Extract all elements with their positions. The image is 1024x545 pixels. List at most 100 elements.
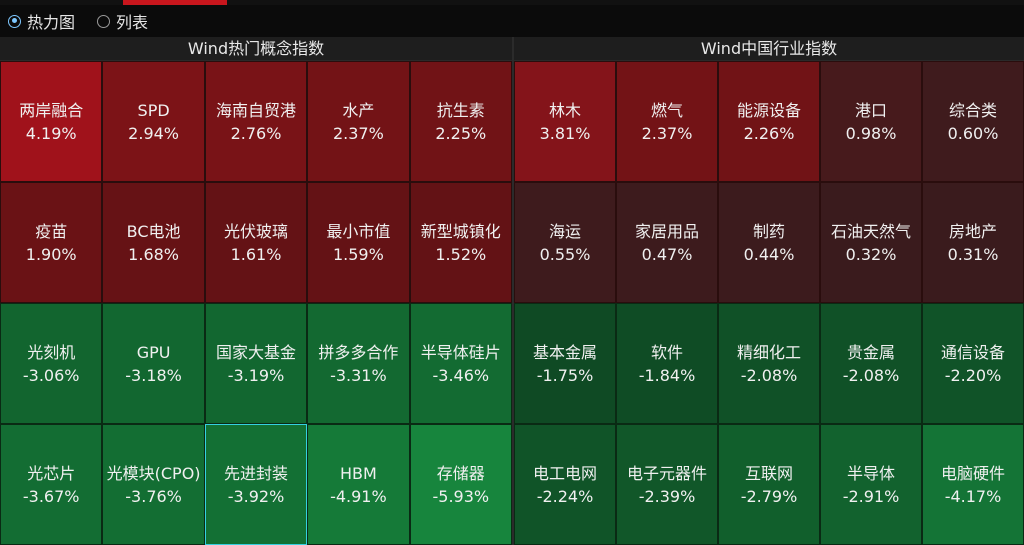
cell-name: 林木 <box>548 100 581 120</box>
view-option-label: 列表 <box>116 13 149 32</box>
panel-title: Wind中国行业指数 <box>514 37 1024 61</box>
heatmap-cell[interactable]: 精细化工 -2.08% <box>718 303 820 424</box>
heatmap-cell[interactable]: 港口 0.98% <box>820 61 922 182</box>
cell-change-pct: 3.81% <box>539 123 591 143</box>
cell-name: 互联网 <box>744 463 793 483</box>
panel-divider <box>512 37 514 545</box>
cell-name: 贵金属 <box>846 342 895 362</box>
heatmap-cell[interactable]: 光芯片 -3.67% <box>0 424 103 545</box>
heatmap-cell[interactable]: 房地产 0.31% <box>922 182 1024 303</box>
cell-change-pct: 4.19% <box>25 123 77 143</box>
cell-change-pct: 1.61% <box>230 244 282 264</box>
heatmap-cell[interactable]: GPU -3.18% <box>102 303 205 424</box>
cell-name: 光刻机 <box>27 342 76 362</box>
cell-name: 半导体 <box>846 463 895 483</box>
heatmap-cell[interactable]: BC电池 1.68% <box>102 182 205 303</box>
view-option-heatmap[interactable]: 热力图 <box>8 9 75 33</box>
cell-change-pct: -2.20% <box>944 365 1002 385</box>
cell-change-pct: 2.25% <box>435 123 487 143</box>
cell-change-pct: -2.08% <box>740 365 798 385</box>
heatmap-cell[interactable]: 水产 2.37% <box>307 61 410 182</box>
heatmap-cell[interactable]: 石油天然气 0.32% <box>820 182 922 303</box>
cell-change-pct: -5.93% <box>432 486 490 506</box>
radio-checked-icon[interactable] <box>8 14 21 28</box>
cell-name: 光伏玻璃 <box>223 221 288 241</box>
heatmap-cell[interactable]: 电脑硬件 -4.17% <box>922 424 1024 545</box>
cell-name: 电子元器件 <box>626 463 707 483</box>
heatmap-cell[interactable]: 海运 0.55% <box>514 182 616 303</box>
cell-name: 能源设备 <box>736 100 801 120</box>
heatmap-cell[interactable]: HBM -4.91% <box>307 424 410 545</box>
heatmap-cell[interactable]: 综合类 0.60% <box>922 61 1024 182</box>
cell-change-pct: 0.44% <box>743 244 795 264</box>
cell-change-pct: 2.26% <box>743 123 795 143</box>
cell-name: 国家大基金 <box>215 342 296 362</box>
heatmap-cell[interactable]: 林木 3.81% <box>514 61 616 182</box>
heatmap-cell[interactable]: 光模块(CPO) -3.76% <box>102 424 205 545</box>
cell-name: 抗生素 <box>436 100 485 120</box>
cell-name: BC电池 <box>126 221 181 241</box>
heatmap-cell[interactable]: 国家大基金 -3.19% <box>204 303 308 424</box>
cell-change-pct: -3.67% <box>22 486 80 506</box>
cell-change-pct: -3.19% <box>227 365 285 385</box>
heatmap-grid: 林木 3.81% 燃气 2.37% 能源设备 2.26% 港口 0.98% 综合类 0.60% 海运… <box>514 61 1024 545</box>
heatmap-cell[interactable]: 两岸融合 4.19% <box>0 61 103 182</box>
heatmap-cell[interactable]: 通信设备 -2.20% <box>922 303 1024 424</box>
heatmap-cell[interactable]: 拼多多合作 -3.31% <box>307 303 410 424</box>
heatmap-cell[interactable]: 贵金属 -2.08% <box>820 303 922 424</box>
heatmap-cell[interactable]: 燃气 2.37% <box>616 61 718 182</box>
top-tab-strip <box>0 0 1024 5</box>
heatmap-cell[interactable]: 海南自贸港 2.76% <box>204 61 308 182</box>
cell-change-pct: 2.37% <box>332 123 384 143</box>
heatmap-cell[interactable]: 最小市值 1.59% <box>307 182 410 303</box>
cell-name: 存储器 <box>436 463 485 483</box>
cell-name: 半导体硅片 <box>420 342 501 362</box>
view-option-list[interactable]: 列表 <box>97 9 148 33</box>
heatmap-cell[interactable]: 电子元器件 -2.39% <box>616 424 718 545</box>
heatmap-cell[interactable]: 制药 0.44% <box>718 182 820 303</box>
cell-change-pct: 0.47% <box>641 244 693 264</box>
cell-change-pct: 2.94% <box>128 123 179 143</box>
cell-name: 基本金属 <box>532 342 597 362</box>
cell-change-pct: -1.75% <box>536 365 594 385</box>
cell-change-pct: 1.90% <box>25 244 77 264</box>
heatmap-cell[interactable]: 半导体 -2.91% <box>820 424 922 545</box>
heatmap-cell[interactable]: 基本金属 -1.75% <box>514 303 616 424</box>
view-toggle-bar: 热力图 列表 <box>0 5 1024 37</box>
cell-change-pct: -3.06% <box>22 365 80 385</box>
heatmap-cell[interactable]: SPD 2.94% <box>102 61 205 182</box>
heatmap-cell[interactable]: 半导体硅片 -3.46% <box>409 303 512 424</box>
active-tab-indicator <box>123 0 227 5</box>
heatmap-cell[interactable]: 家居用品 0.47% <box>616 182 718 303</box>
heatmap-cell[interactable]: 抗生素 2.25% <box>409 61 512 182</box>
heatmap-cell[interactable]: 疫苗 1.90% <box>0 182 103 303</box>
heatmap-cell[interactable]: 光伏玻璃 1.61% <box>204 182 308 303</box>
cell-name: 光芯片 <box>27 463 76 483</box>
heatmap-cell[interactable]: 电工电网 -2.24% <box>514 424 616 545</box>
heatmap-cell[interactable]: 能源设备 2.26% <box>718 61 820 182</box>
heatmap-cell[interactable]: 存储器 -5.93% <box>409 424 512 545</box>
cell-name: 房地产 <box>948 221 997 241</box>
heatmap-cell[interactable]: 互联网 -2.79% <box>718 424 820 545</box>
cell-name: 通信设备 <box>940 342 1005 362</box>
heatmap-cell[interactable]: 光刻机 -3.06% <box>0 303 103 424</box>
cell-change-pct: 1.52% <box>435 244 487 264</box>
heatmap-cell[interactable]: 新型城镇化 1.52% <box>409 182 512 303</box>
heatmap-panel-concept: Wind热门概念指数 两岸融合 4.19% SPD 2.94% 海南自贸港 2.76% 水产… <box>0 37 512 545</box>
heatmap-cell[interactable]: 软件 -1.84% <box>616 303 718 424</box>
cell-name: 拼多多合作 <box>318 342 399 362</box>
cell-name: 先进封装 <box>223 463 288 483</box>
cell-name: 石油天然气 <box>830 221 911 241</box>
cell-change-pct: 2.37% <box>641 123 693 143</box>
cell-name: 两岸融合 <box>19 100 84 120</box>
heatmap-cell[interactable]: 先进封装 -3.92% <box>204 424 308 545</box>
cell-name: 海运 <box>548 221 581 241</box>
heatmap-panel-industry: Wind中国行业指数 林木 3.81% 燃气 2.37% 能源设备 2.26% 港口 0.98… <box>514 37 1024 545</box>
radio-unchecked-icon[interactable] <box>97 14 111 28</box>
cell-name: 疫苗 <box>35 221 68 241</box>
cell-name: 电脑硬件 <box>940 463 1005 483</box>
heatmap-grid: 两岸融合 4.19% SPD 2.94% 海南自贸港 2.76% 水产 2.37% 抗生素 2.2… <box>0 61 512 545</box>
cell-change-pct: 0.55% <box>539 244 591 264</box>
cell-change-pct: -4.17% <box>944 486 1002 506</box>
cell-change-pct: -4.91% <box>330 486 387 506</box>
